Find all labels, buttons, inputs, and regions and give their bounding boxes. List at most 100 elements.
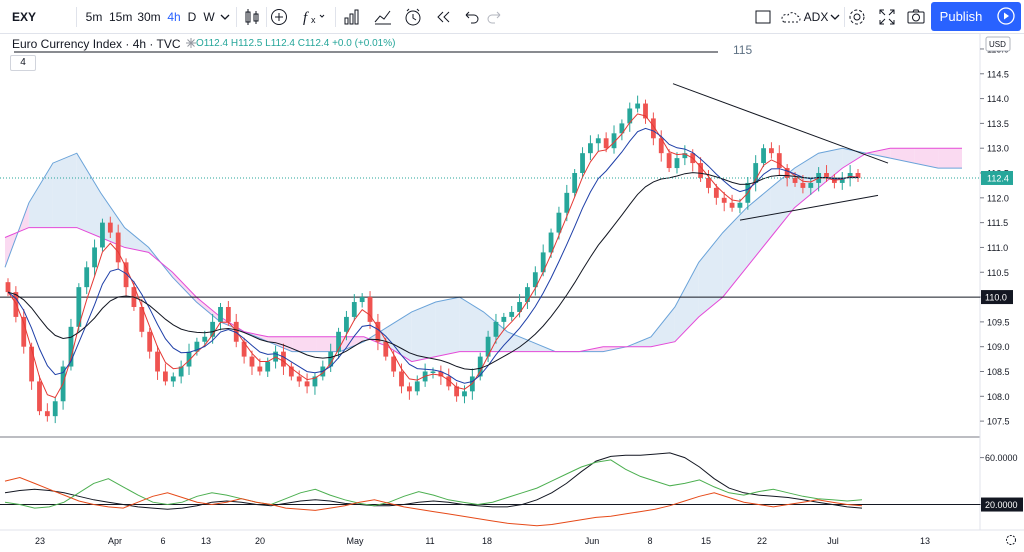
candle-body [540,252,546,273]
open-value: O112.4 [196,38,229,49]
compare-symbol-label[interactable]: ADX [803,10,829,24]
candle-body [414,381,420,392]
candle-body [572,173,578,193]
axis-settings-icon[interactable] [1006,535,1016,545]
candle-body [721,197,727,203]
candle-body [328,351,334,367]
interval-30m[interactable]: 30m [137,10,161,24]
ichimoku-cloud-segment [411,302,436,362]
candle-body [800,182,806,188]
candle-body [115,232,121,263]
ichimoku-cloud-segment [842,148,867,169]
candle-body [210,321,216,337]
interval-w[interactable]: W [203,10,215,24]
level-price-badge [981,290,1013,305]
candle-body [296,376,302,382]
candle-body [273,351,278,362]
candle-body [454,386,460,397]
candle-body [635,103,641,109]
cloud-icon [781,12,801,23]
ichimoku-cloud-segment [603,346,628,352]
camera-icon[interactable] [905,6,927,28]
candle-body [761,148,766,164]
candle-body [29,346,35,382]
ichimoku-cloud-segment [483,311,508,352]
candle-body [784,168,790,178]
ichimoku-cloud-segment [459,297,484,352]
trendline-upper [672,83,889,164]
alert-clock-icon[interactable] [402,6,424,28]
candle-body [320,366,326,377]
x-tick-label: 20 [255,536,265,546]
interval-4h[interactable]: 4h [167,10,181,24]
ohlc-values: O112.4 H112.5 L112.4 C112.4 +0.0 (+0.01%… [196,38,395,49]
candle-body [706,177,711,188]
chevron-down-icon[interactable] [828,6,842,28]
ichimoku-cloud-segment [914,148,939,169]
x-tick-label: 11 [425,536,434,546]
candle-body [839,177,845,183]
financials-icon[interactable] [341,6,363,28]
candle-body [525,287,530,303]
candle-body [163,371,168,382]
candle-body [21,316,27,347]
undo-icon[interactable] [460,6,482,28]
gear-icon[interactable] [846,6,868,28]
add-indicator-icon[interactable] [268,6,290,28]
candle-body [737,202,743,208]
candle-body [131,287,137,307]
compare-icon[interactable] [372,6,394,28]
candle-body [643,103,648,119]
candle-body [76,287,82,327]
candle-body [808,182,814,188]
candle-body [225,306,231,322]
y-tick-label: 109.5 [987,317,1010,327]
candle-body [745,182,751,203]
y-tick-label: 110.5 [987,268,1009,278]
ichimoku-cloud-segment [196,297,221,322]
symbol-search[interactable]: EXY [12,10,37,24]
y-tick-label: 107.5 [987,417,1010,427]
candle-body [729,202,735,208]
candle-body [493,321,499,337]
ichimoku-cloud-segment [722,207,747,298]
ichimoku-cloud-segment [5,202,29,268]
interval-d[interactable]: D [187,10,197,24]
candle-body [501,316,507,322]
di-minus-line [4,476,863,527]
candle-body [367,297,373,322]
ichimoku-cloud-segment [148,247,173,278]
svg-text:x: x [311,15,316,25]
collapse-legend-button[interactable]: 4 [10,55,36,71]
toolbar-divider [76,7,77,27]
di-plus-line [4,459,863,509]
layout-icon[interactable] [752,6,774,28]
redo-icon[interactable] [484,6,506,28]
x-tick-label: Jun [585,536,600,546]
chevron-down-icon[interactable] [218,6,232,28]
interval-5m[interactable]: 5m [85,10,103,24]
candle-body [107,222,113,233]
play-button[interactable] [991,2,1021,31]
ichimoku-cloud-segment [339,336,364,352]
interval-15m[interactable]: 15m [109,10,133,24]
publish-button[interactable]: Publish [931,2,991,31]
candle-body [186,351,192,367]
ichimoku-cloud-segment [627,336,651,347]
y-tick-label: 113.5 [987,119,1009,129]
adx-line [4,452,863,510]
ichimoku-cloud-segment [674,262,699,342]
ichimoku-cloud-segment [124,227,149,253]
chart-title: Euro Currency Index · 4h · TVC [12,37,181,51]
ichimoku-cloud-segment [866,148,891,159]
ichimoku-cloud-segment [698,232,723,317]
fullscreen-icon[interactable] [876,6,898,28]
candles-icon[interactable] [241,6,263,28]
candle-body [462,391,467,397]
ichimoku-cloud-segment [268,336,293,352]
y-tick-label: 110.0 [987,293,1009,303]
replay-icon[interactable] [432,6,454,28]
candle-body [769,148,774,154]
